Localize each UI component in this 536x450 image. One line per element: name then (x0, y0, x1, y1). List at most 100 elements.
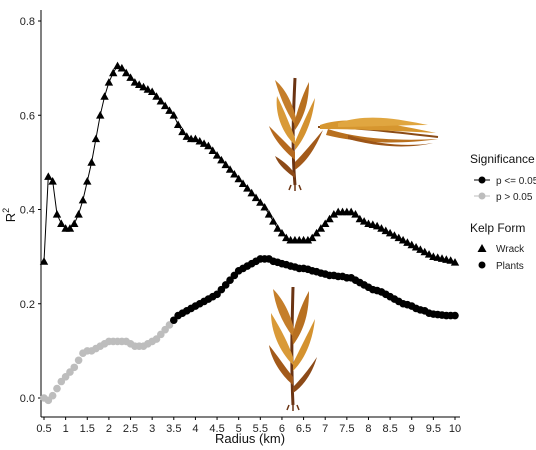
plant-kelp-image (269, 286, 317, 411)
wrack-point (147, 87, 157, 96)
y-axis-title-superscript: 2 (1, 208, 11, 213)
wrack-point (450, 258, 460, 266)
plants-series-points (40, 255, 459, 405)
wrack-point (178, 127, 187, 136)
wrack-point (191, 134, 200, 143)
legend-wrack-marker (477, 244, 487, 252)
wrack-point (195, 136, 204, 145)
wrack-point (273, 224, 282, 232)
wrack-point (91, 134, 101, 143)
wrack-point (325, 214, 334, 223)
wrack-point (156, 96, 166, 105)
plants-point-nonsignificant (53, 384, 61, 393)
wrack-point (446, 256, 455, 264)
legend-form-title: Kelp Form (470, 221, 525, 235)
plants-point-nonsignificant (70, 363, 79, 372)
wrack-point (48, 177, 57, 185)
wrack-point (199, 139, 209, 147)
wrack-point (394, 233, 403, 242)
legend-significance-sig-label: p <= 0.05 (496, 176, 536, 187)
x-tick-label: 2 (106, 423, 112, 435)
plants-point-significant (451, 311, 459, 320)
wrack-point (277, 228, 287, 237)
wrack-point (420, 247, 429, 256)
wrack-point (355, 214, 365, 223)
x-tick-label: 0.5 (36, 423, 51, 435)
wrack-point (152, 92, 161, 100)
wrack-point (256, 198, 265, 206)
wrack-point (351, 210, 360, 218)
wrack-point (126, 73, 135, 81)
wrack-point (104, 78, 114, 86)
wrack-point (385, 228, 395, 237)
wrack-point (329, 210, 339, 218)
x-tick-label: 9 (409, 423, 415, 435)
wrack-point (269, 217, 278, 225)
wrack-point (251, 193, 261, 202)
wrack-point (96, 111, 105, 119)
legend-plants-label: Plants (496, 261, 524, 272)
wrack-point (52, 210, 62, 218)
wrack-point (234, 174, 243, 183)
wrack-point (78, 195, 88, 204)
wrack-point (403, 238, 412, 246)
wrack-point (160, 101, 170, 110)
x-tick-label: 7 (322, 423, 328, 435)
wrack-point (390, 231, 399, 239)
wrack-point (165, 106, 174, 114)
wrack-point (74, 210, 83, 218)
legend-significance-nonsig-label: p > 0.05 (496, 192, 533, 203)
x-tick-label: 5 (236, 423, 242, 435)
wrack-point (39, 257, 49, 265)
wrack-point (113, 61, 122, 70)
wrack-point (139, 82, 148, 91)
wrack-point (122, 68, 131, 77)
wrack-point (221, 160, 230, 169)
x-tick-label: 10 (449, 423, 461, 435)
wrack-point (407, 240, 416, 249)
x-axis-title: Radius (km) (215, 431, 285, 446)
wrack-point (87, 158, 96, 166)
y-tick-label: 0.2 (20, 299, 35, 311)
legend-plants-marker (478, 261, 486, 269)
wrack-horizontal-image (317, 117, 439, 147)
x-tick-label: 6.5 (296, 423, 311, 435)
x-tick-label: 8.5 (382, 423, 397, 435)
y-tick-label: 0.8 (20, 16, 35, 28)
wrack-point (230, 169, 239, 178)
wrack-point (57, 219, 66, 227)
wrack-point (217, 155, 226, 164)
wrack-point (143, 85, 153, 93)
y-tick-label: 0.0 (20, 393, 35, 405)
x-tick-label: 4 (192, 423, 198, 435)
x-tick-label: 9.5 (426, 423, 441, 435)
wrack-series-points (39, 61, 460, 266)
wrack-point (398, 235, 408, 244)
plants-point-nonsignificant (48, 391, 57, 400)
x-axis-ticks: 0.5 1 1.5 2 2.5 3 3.5 4 4.5 5 5.5 6 6.5 7 7.5 8 8.5 9 9.5 1… (36, 417, 461, 435)
x-tick-label: 8 (365, 423, 371, 435)
wrack-point (238, 179, 248, 187)
wrack-point (424, 250, 434, 258)
x-tick-label: 1 (63, 423, 69, 435)
wrack-point (83, 177, 92, 185)
wrack-point (303, 235, 313, 244)
wrack-point (381, 226, 390, 235)
wrack-point (117, 63, 127, 72)
y-axis-title-base: R (3, 213, 18, 222)
x-tick-label: 1.5 (80, 423, 95, 435)
wrack-point (308, 233, 317, 242)
plants-point-nonsignificant (74, 356, 83, 365)
wrack-point (282, 233, 291, 242)
wrack-point (182, 132, 191, 140)
wrack-point (169, 111, 178, 119)
wrack-point (65, 224, 75, 232)
wrack-point (316, 224, 326, 232)
wrack-point (130, 78, 140, 86)
wrack-point (247, 188, 256, 197)
x-tick-label: 7.5 (339, 423, 354, 435)
wrack-point (212, 151, 222, 159)
wrack-point (359, 217, 369, 225)
wrack-point (321, 219, 330, 227)
